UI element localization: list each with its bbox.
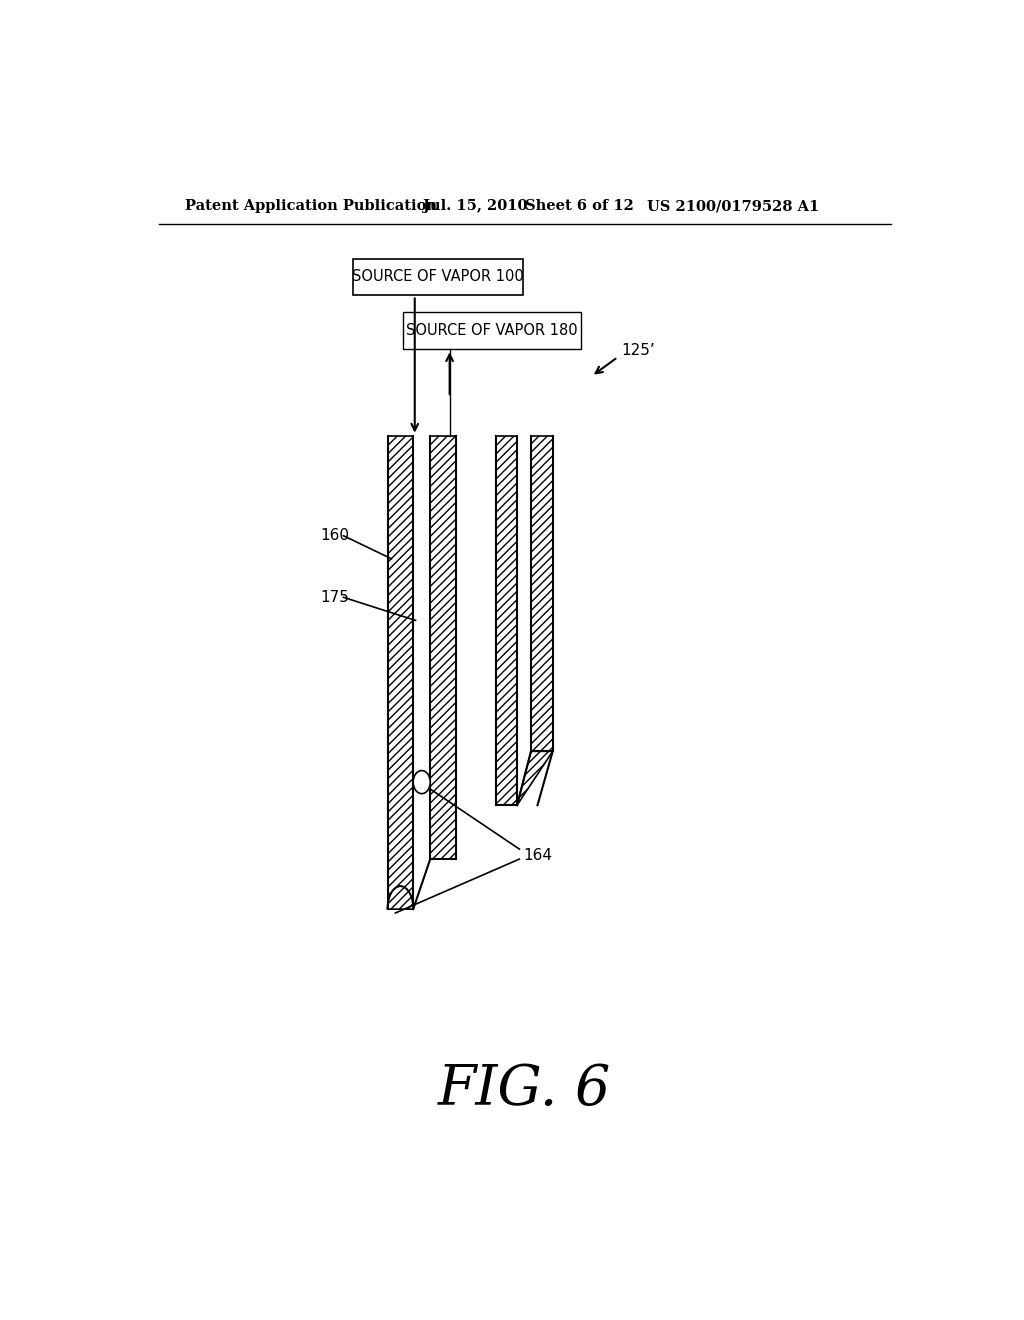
Text: FIG. 6: FIG. 6	[438, 1063, 611, 1118]
Bar	[414, 436, 430, 909]
Text: 175: 175	[321, 590, 349, 605]
Text: SOURCE OF VAPOR 100: SOURCE OF VAPOR 100	[352, 269, 524, 285]
Text: 160: 160	[321, 528, 349, 544]
Text: Sheet 6 of 12: Sheet 6 of 12	[524, 199, 634, 213]
Text: Patent Application Publication: Patent Application Publication	[184, 199, 436, 213]
PathPatch shape	[388, 886, 414, 909]
Text: US 2100/0179528 A1: US 2100/0179528 A1	[647, 199, 819, 213]
Bar	[531, 436, 553, 751]
Bar	[403, 313, 582, 350]
Bar	[496, 436, 517, 805]
Text: 125’: 125’	[621, 343, 654, 358]
PathPatch shape	[517, 751, 553, 805]
Bar	[388, 436, 414, 909]
Ellipse shape	[414, 771, 430, 793]
Text: 164: 164	[523, 847, 552, 863]
Bar	[430, 436, 456, 859]
Bar	[352, 259, 523, 296]
Text: SOURCE OF VAPOR 180: SOURCE OF VAPOR 180	[407, 323, 579, 338]
Text: Jul. 15, 2010: Jul. 15, 2010	[423, 199, 527, 213]
